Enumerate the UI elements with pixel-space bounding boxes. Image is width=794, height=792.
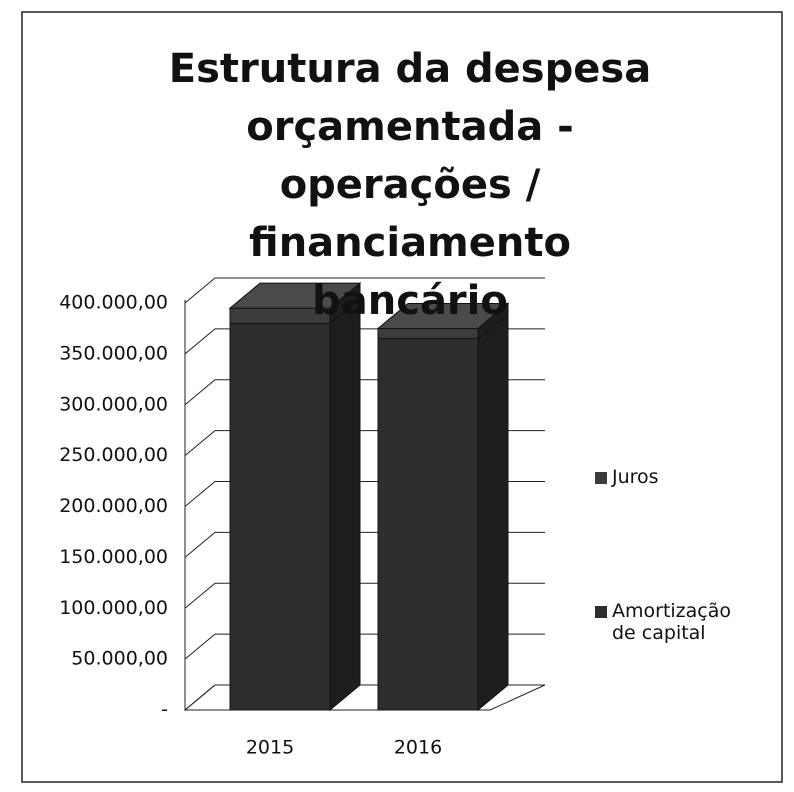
legend-label: Amortização de capital [612, 600, 732, 644]
y-tick-label: - [161, 699, 168, 721]
frame [21, 11, 783, 783]
bar-side [329, 297, 361, 712]
y-tick-label: 250.000,00 [59, 444, 168, 466]
grid-line [184, 277, 545, 304]
y-tick-label: 300.000,00 [59, 393, 168, 415]
legend-label: Juros [612, 466, 659, 488]
bar [377, 338, 479, 711]
legend-item: Amortização de capital [595, 600, 765, 644]
y-tick-label: 200.000,00 [59, 495, 168, 517]
x-tick-label: 2016 [394, 737, 442, 759]
legend-swatch [595, 472, 607, 484]
legend-item: Juros [595, 466, 765, 488]
y-tick-label: 150.000,00 [59, 546, 168, 568]
y-tick-label: 50.000,00 [71, 648, 168, 670]
legend-swatch [595, 606, 607, 618]
x-tick-label: 2015 [246, 737, 294, 759]
bar-top [228, 282, 362, 309]
y-tick-label: 100.000,00 [59, 597, 168, 619]
bar-top [376, 302, 510, 329]
bar-side [477, 312, 509, 712]
y-tick-label: 350.000,00 [59, 342, 168, 364]
y-tick-label: 400.000,00 [59, 292, 168, 314]
chart-title: Estrutura da despesa orçamentada - opera… [168, 46, 652, 324]
bar [229, 322, 331, 711]
